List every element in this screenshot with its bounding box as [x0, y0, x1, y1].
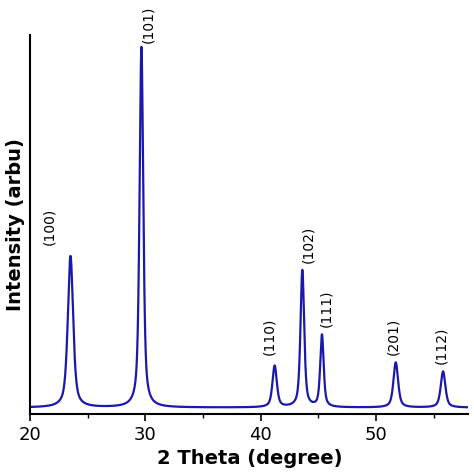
Text: (101): (101) [141, 6, 155, 43]
Y-axis label: Intensity (arbu): Intensity (arbu) [6, 138, 25, 311]
Text: (111): (111) [319, 290, 334, 327]
Text: (112): (112) [434, 327, 448, 364]
Text: (100): (100) [43, 208, 57, 245]
Text: (201): (201) [386, 318, 401, 355]
X-axis label: 2 Theta (degree): 2 Theta (degree) [156, 449, 342, 468]
Text: (102): (102) [301, 226, 315, 263]
Text: (110): (110) [262, 317, 276, 355]
